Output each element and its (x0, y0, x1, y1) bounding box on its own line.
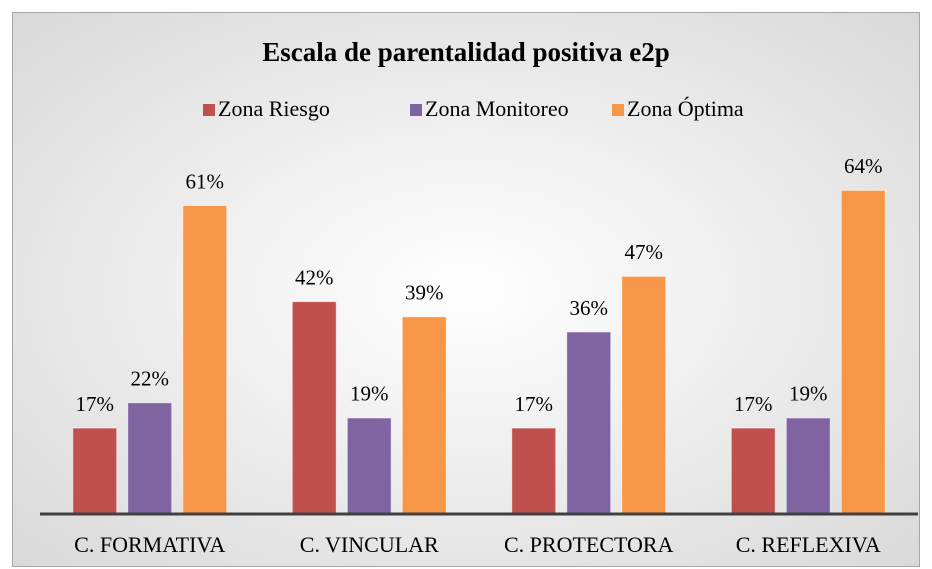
data-label: 47% (625, 240, 664, 264)
bar (127, 402, 173, 515)
legend-swatch (203, 104, 215, 116)
data-label: 17% (734, 392, 773, 416)
bar (566, 331, 612, 515)
legend-label: Zona Óptima (627, 96, 744, 121)
x-tick-label: C. REFLEXIVA (736, 532, 881, 557)
data-label: 64% (844, 154, 883, 178)
bar (182, 205, 228, 515)
bar (346, 417, 392, 515)
data-label: 17% (515, 392, 554, 416)
data-label: 39% (405, 281, 444, 305)
bar (291, 301, 337, 515)
data-label: 17% (76, 392, 115, 416)
x-tick-label: C. VINCULAR (300, 532, 439, 557)
legend-swatch (612, 104, 624, 116)
x-tick-label: C. FORMATIVA (74, 532, 225, 557)
bar (401, 316, 447, 515)
data-label: 42% (295, 265, 334, 289)
bar (511, 427, 557, 515)
data-label: 36% (570, 296, 609, 320)
data-label: 19% (350, 382, 389, 406)
legend-label: Zona Riesgo (218, 96, 330, 121)
legend-label: Zona Monitoreo (425, 96, 569, 121)
bar (621, 275, 667, 515)
x-tick-label: C. PROTECTORA (504, 532, 674, 557)
bar (785, 417, 831, 515)
data-label: 22% (131, 367, 170, 391)
chart-title: Escala de parentalidad positiva e2p (262, 37, 670, 67)
bar (730, 427, 776, 515)
bar (72, 427, 118, 515)
bar (840, 189, 886, 515)
data-label: 61% (186, 169, 225, 193)
data-label: 19% (789, 382, 828, 406)
legend-swatch (410, 104, 422, 116)
